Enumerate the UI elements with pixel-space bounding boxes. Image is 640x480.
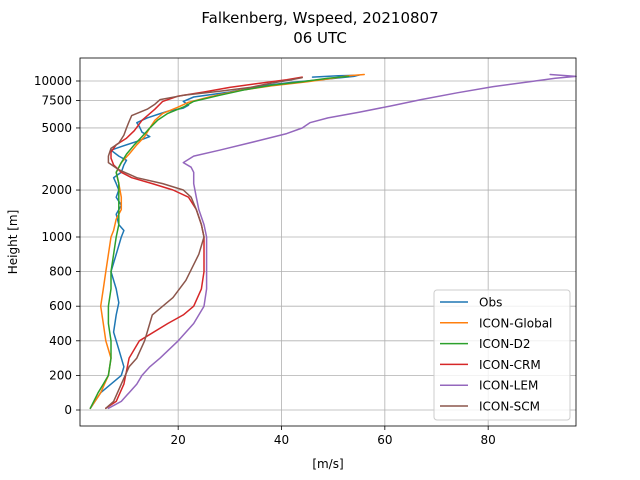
y-axis-label: Height [m] — [6, 210, 20, 275]
legend-label: ICON-Global — [479, 316, 552, 330]
chart-title: Falkenberg, Wspeed, 20210807 — [201, 9, 438, 27]
legend-label: ICON-D2 — [479, 337, 531, 351]
y-tick-label: 800 — [49, 265, 72, 279]
series-line-obs — [89, 74, 360, 410]
y-tick-label: 200 — [49, 368, 72, 382]
series-line-icon-lem — [107, 73, 577, 410]
y-tick-label: 5000 — [41, 121, 72, 135]
y-tick-label: 2000 — [41, 183, 72, 197]
y-tick-label: 600 — [49, 299, 72, 313]
grid — [80, 58, 576, 426]
legend: Obs ICON-Global ICON-D2 ICON-CRM ICON-LEM ICO… — [433, 289, 571, 421]
axis-ticks: 20 40 60 8002004006008001000200050007500100… — [34, 74, 496, 447]
series-line-icon-d2 — [89, 75, 350, 410]
x-axis-label: [m/s] — [312, 457, 343, 471]
x-tick-label: 40 — [274, 433, 289, 447]
series-line-icon-scm — [105, 76, 303, 410]
y-tick-label: 0 — [64, 403, 72, 417]
plot-frame — [79, 57, 577, 427]
legend-label: Obs — [479, 296, 502, 310]
chart-subtitle: 06 UTC — [293, 29, 347, 47]
y-tick-label: 7500 — [41, 93, 72, 107]
series-line-icon-crm — [105, 76, 303, 410]
y-tick-label: 10000 — [34, 74, 72, 88]
series-line-icon-global — [89, 73, 365, 410]
legend-label: ICON-SCM — [479, 400, 540, 414]
y-tick-label: 1000 — [41, 230, 72, 244]
x-tick-label: 80 — [481, 433, 496, 447]
legend-label: ICON-LEM — [479, 379, 538, 393]
series-lines — [89, 73, 577, 410]
y-tick-label: 400 — [49, 334, 72, 348]
x-tick-label: 60 — [377, 433, 392, 447]
legend-label: ICON-CRM — [479, 358, 541, 372]
x-tick-label: 20 — [171, 433, 186, 447]
